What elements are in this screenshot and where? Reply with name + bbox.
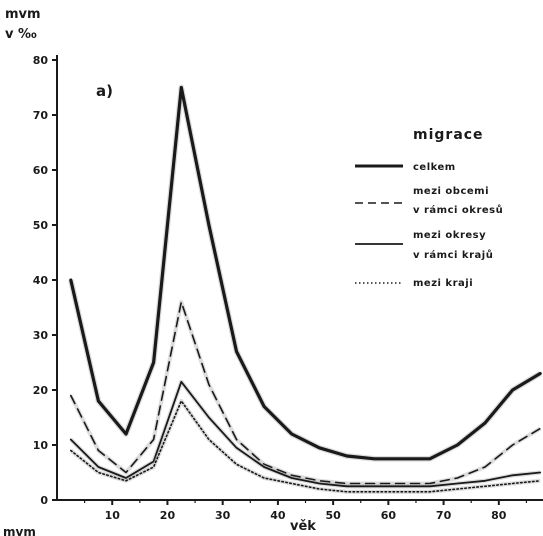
legend-label-celkem: celkem — [413, 162, 456, 173]
bottom-cut-label: mvm — [3, 525, 36, 536]
series-line-0 — [69, 85, 542, 461]
y-tick-label: 30 — [33, 329, 49, 342]
y-tick-label: 60 — [33, 164, 49, 177]
legend-label-mezi-obcemi-1: mezi obcemi — [413, 186, 489, 197]
x-tick-label: 20 — [160, 509, 176, 522]
x-tick-label: 60 — [381, 509, 397, 522]
y-tick-label: 20 — [33, 384, 49, 397]
y-tick-label: 80 — [33, 54, 49, 67]
x-axis-title: věk — [290, 519, 316, 534]
legend: migrace celkem mezi obcemi v rámci okres… — [355, 127, 503, 289]
legend-label-mezi-okresy-1: mezi okresy — [413, 230, 486, 241]
y-axis-title-line2: v ‰ — [5, 27, 37, 42]
y-tick-label: 10 — [33, 439, 49, 452]
series-line-3 — [70, 400, 542, 493]
x-ticks: 10 20 30 40 50 60 70 80 — [84, 500, 528, 522]
legend-label-mezi-okresy-2: v rámci krajů — [413, 248, 493, 261]
x-tick-label: 10 — [105, 509, 121, 522]
y-tick-label: 50 — [33, 219, 49, 232]
y-tick-label: 70 — [33, 109, 49, 122]
x-tick-label: 30 — [215, 509, 231, 522]
series-line-2 — [69, 380, 542, 488]
series-halo-0 — [68, 84, 542, 462]
y-axis-title-line1: mvm — [5, 7, 41, 22]
legend-label-mezi-obcemi-2: v rámci okresů — [413, 203, 503, 216]
y-tick-label: 40 — [33, 274, 49, 287]
x-tick-label: 80 — [491, 509, 507, 522]
y-ticks: 0 10 20 30 40 50 60 70 80 — [33, 54, 57, 507]
y-tick-label: 0 — [40, 494, 48, 507]
x-tick-label: 50 — [325, 509, 341, 522]
series-line-1 — [70, 301, 542, 485]
x-tick-label: 40 — [270, 509, 286, 522]
x-tick-label: 70 — [436, 509, 452, 522]
panel-label: a) — [96, 82, 113, 100]
legend-title: migrace — [413, 127, 484, 143]
series-layer — [68, 84, 542, 494]
legend-label-mezi-kraji: mezi kraji — [413, 278, 473, 289]
